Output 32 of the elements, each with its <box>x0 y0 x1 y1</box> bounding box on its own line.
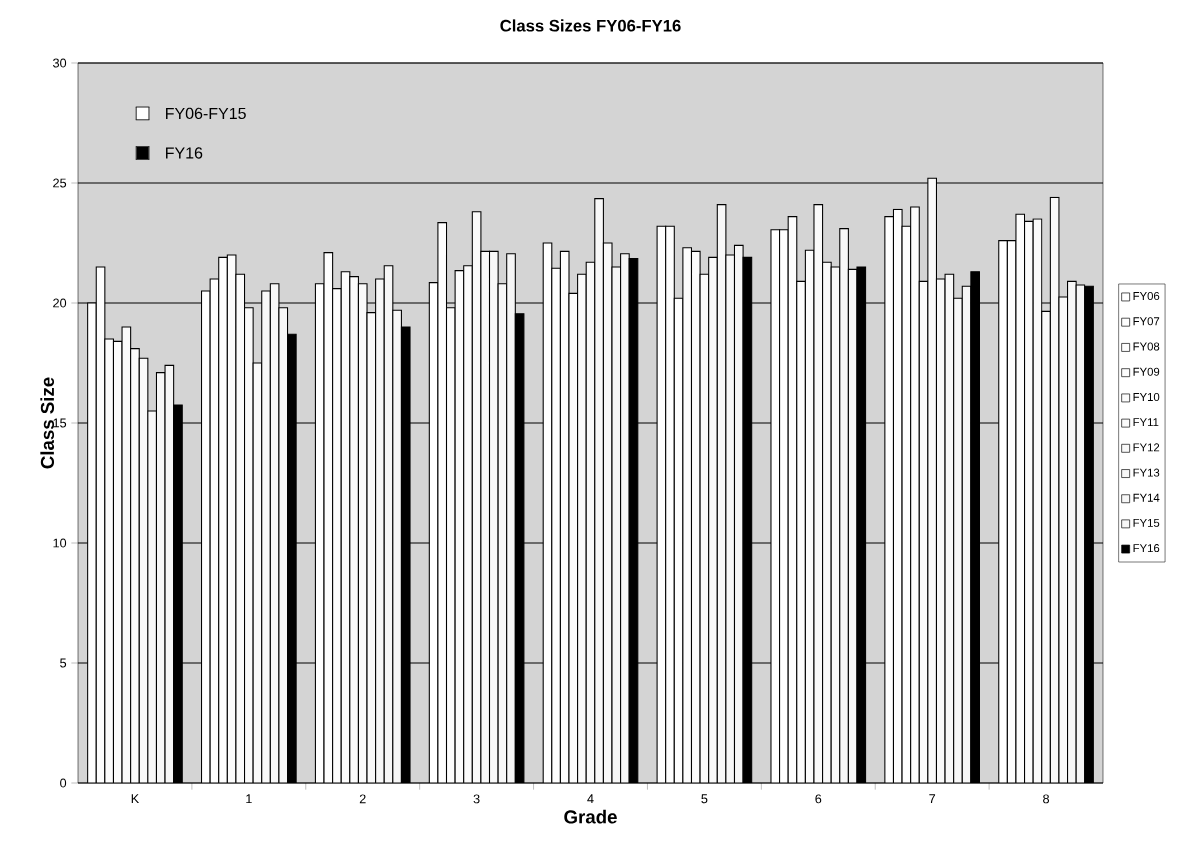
legend-label: FY16 <box>1133 544 1160 553</box>
legend-label: FY12 <box>1133 443 1160 452</box>
legend-label: FY09 <box>1133 367 1160 376</box>
y-tick-label: 25 <box>53 178 67 188</box>
legend-label: FY07 <box>1133 317 1160 326</box>
x-tick-label: 2 <box>359 794 366 804</box>
x-tick-label: 7 <box>929 794 936 804</box>
y-tick-label: 5 <box>60 658 67 668</box>
x-tick-label: 1 <box>246 794 252 804</box>
legend-label: FY10 <box>1133 392 1160 401</box>
chart-title: Class Sizes FY06-FY16 <box>500 19 681 32</box>
x-tick-label: 8 <box>1043 794 1050 804</box>
legend-label: FY13 <box>1133 468 1160 477</box>
y-axis-title: Class Size <box>40 377 55 469</box>
y-tick-label: 0 <box>60 778 67 788</box>
x-axis-title: Grade <box>564 809 617 824</box>
x-tick-label: 4 <box>587 794 594 804</box>
legend-label: FY11 <box>1133 418 1159 427</box>
legend-label: FY15 <box>1133 518 1160 527</box>
x-tick-label: 6 <box>815 794 822 804</box>
x-tick-label: 5 <box>701 794 708 804</box>
x-tick-label: K <box>131 794 140 804</box>
y-tick-label: 15 <box>53 418 67 428</box>
legend-label: FY08 <box>1133 342 1160 351</box>
legend-label: FY14 <box>1133 493 1160 502</box>
y-tick-label: 20 <box>53 298 67 308</box>
y-tick-label: 30 <box>53 58 67 68</box>
annotation: FY06-FY15 <box>166 107 246 120</box>
y-tick-label: 10 <box>53 538 67 548</box>
x-tick-label: 3 <box>473 794 480 804</box>
annotation: FY16 <box>166 147 203 159</box>
legend-label: FY06 <box>1133 291 1160 300</box>
